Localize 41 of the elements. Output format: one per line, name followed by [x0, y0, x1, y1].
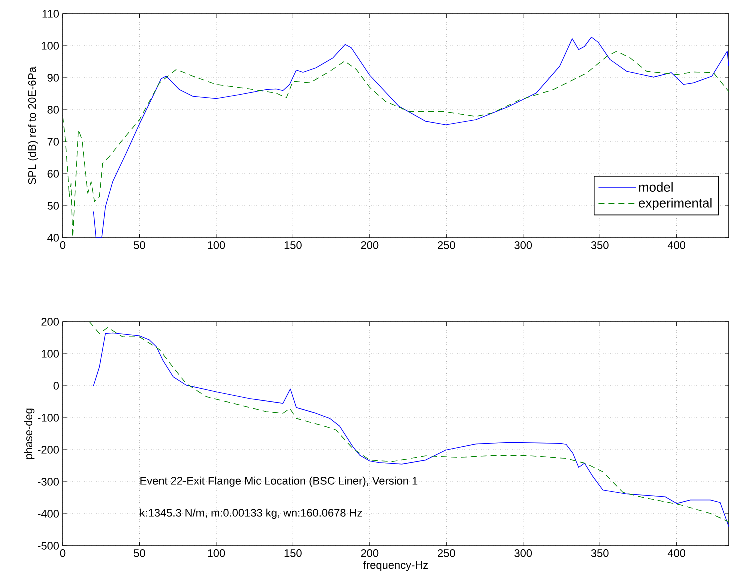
- x-tick-label: 250: [438, 242, 456, 250]
- annotation: Event 22-Exit Flange Mic Location (BSC Liner), Version 1: [140, 476, 418, 488]
- y-tick-label: 200: [42, 318, 60, 326]
- x-tick-label: 150: [284, 242, 302, 250]
- x-tick-label: 0: [60, 242, 66, 250]
- y-tick-label: -300: [38, 478, 60, 486]
- x-tick-label: 100: [208, 242, 226, 250]
- legend-label: model: [639, 182, 673, 192]
- y-tick-label: -100: [38, 414, 60, 422]
- x-tick-label: 50: [134, 550, 146, 558]
- y-tick-label: 90: [48, 74, 60, 82]
- x-tick-label: 0: [60, 550, 66, 558]
- x-tick-label: 250: [438, 550, 456, 558]
- y-tick-label: 80: [48, 106, 60, 114]
- x-tick-label: 400: [668, 242, 686, 250]
- y-axis-title: phase-deg: [24, 408, 35, 460]
- y-tick-label: 0: [54, 382, 60, 390]
- y-tick-label: 50: [48, 202, 60, 210]
- x-tick-label: 300: [514, 550, 532, 558]
- legend-label: experimental: [639, 198, 712, 210]
- x-tick-label: 200: [361, 242, 379, 250]
- y-tick-label: 100: [42, 42, 60, 50]
- x-tick-label: 350: [591, 242, 609, 250]
- x-tick-label: 400: [668, 550, 686, 558]
- y-tick-label: 110: [42, 10, 60, 18]
- y-tick-label: 100: [42, 350, 60, 358]
- x-tick-label: 300: [514, 242, 532, 250]
- y-tick-label: 60: [48, 170, 60, 178]
- x-tick-label: 150: [284, 550, 302, 558]
- y-tick-label: -400: [38, 510, 60, 518]
- x-tick-label: 50: [134, 242, 146, 250]
- x-tick-label: 100: [208, 550, 226, 558]
- x-axis-title: frequency-Hz: [364, 561, 428, 572]
- y-tick-label: 70: [48, 138, 60, 146]
- y-axis-title: SPL (dB) ref to 20E-6Pa: [28, 66, 38, 185]
- y-tick-label: 40: [48, 234, 60, 242]
- y-tick-label: -500: [38, 542, 60, 550]
- x-tick-label: 200: [361, 550, 379, 558]
- annotation: k:1345.3 N/m, m:0.00133 kg, wn:160.0678 Hz: [140, 508, 362, 520]
- y-tick-label: -200: [38, 446, 60, 454]
- x-tick-label: 350: [591, 550, 609, 558]
